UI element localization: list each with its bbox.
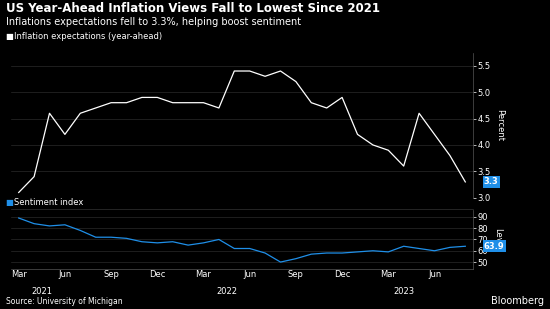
Text: ■: ■ [6,198,13,207]
Text: 2021: 2021 [31,287,52,296]
Text: ■: ■ [6,32,13,41]
Text: Inflations expectations fell to 3.3%, helping boost sentiment: Inflations expectations fell to 3.3%, he… [6,17,301,27]
Text: 2022: 2022 [216,287,237,296]
Text: US Year-Ahead Inflation Views Fall to Lowest Since 2021: US Year-Ahead Inflation Views Fall to Lo… [6,2,379,15]
Text: Sentiment index: Sentiment index [14,198,83,207]
Text: Bloomberg: Bloomberg [492,296,544,306]
Text: Source: University of Michigan: Source: University of Michigan [6,297,122,306]
Text: Inflation expectations (year-ahead): Inflation expectations (year-ahead) [14,32,162,41]
Y-axis label: Percent: Percent [496,109,504,141]
Text: 2023: 2023 [393,287,414,296]
Y-axis label: Level: Level [493,228,502,251]
Text: 63.9: 63.9 [484,242,504,251]
Text: 3.3: 3.3 [484,177,498,186]
